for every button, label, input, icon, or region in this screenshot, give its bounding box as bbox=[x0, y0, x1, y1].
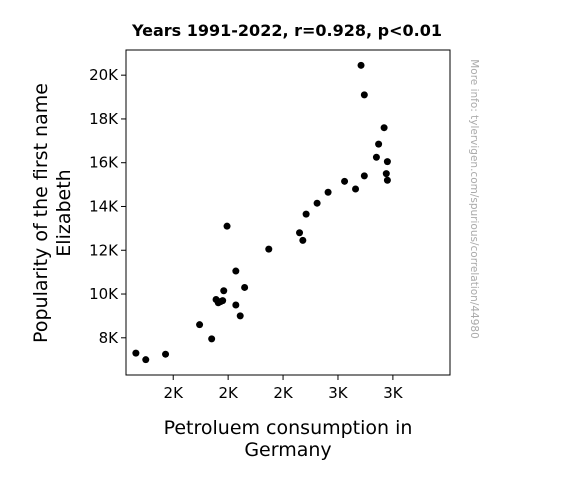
data-point bbox=[360, 172, 368, 180]
data-point bbox=[380, 124, 388, 132]
data-point bbox=[208, 335, 216, 343]
data-point bbox=[223, 222, 231, 230]
data-point bbox=[232, 267, 240, 275]
y-tick-label: 18K bbox=[89, 110, 119, 128]
data-point bbox=[360, 91, 368, 99]
chart-title: Years 1991-2022, r=0.928, p<0.01 bbox=[131, 21, 442, 40]
x-axis-title-line-2: Germany bbox=[244, 439, 331, 461]
x-tick-label: 3K bbox=[383, 384, 404, 402]
data-point bbox=[352, 185, 360, 193]
data-point bbox=[132, 349, 140, 357]
data-point bbox=[382, 170, 390, 178]
x-tick-label: 2K bbox=[164, 384, 185, 402]
y-tick-label: 12K bbox=[89, 241, 119, 259]
data-point bbox=[324, 188, 332, 196]
data-point bbox=[236, 312, 244, 320]
data-point bbox=[265, 245, 273, 253]
plot-area bbox=[125, 49, 451, 376]
data-point bbox=[220, 287, 228, 295]
data-point bbox=[232, 301, 240, 309]
y-tick-label: 10K bbox=[89, 285, 119, 303]
y-axis-title-line-2: Elizabeth bbox=[53, 169, 75, 256]
data-point bbox=[341, 177, 349, 185]
x-axis: 2K 2K 2K 3K 3K bbox=[164, 375, 404, 402]
data-point bbox=[162, 350, 170, 358]
data-points bbox=[132, 61, 391, 364]
y-tick-label: 16K bbox=[89, 154, 119, 172]
data-point bbox=[196, 321, 204, 329]
y-axis-title-line-1: Popularity of the first name bbox=[30, 83, 52, 343]
x-tick-label: 3K bbox=[328, 384, 349, 402]
data-point bbox=[375, 140, 383, 148]
data-point bbox=[383, 176, 391, 184]
y-tick-label: 14K bbox=[89, 197, 119, 215]
y-tick-label: 8K bbox=[99, 329, 120, 347]
y-tick-label: 20K bbox=[89, 66, 119, 84]
x-tick-label: 2K bbox=[218, 384, 239, 402]
data-point bbox=[372, 153, 380, 161]
data-point bbox=[313, 199, 321, 207]
data-point bbox=[357, 61, 365, 69]
watermark-text: More info: tylervigen.com/spurious/corre… bbox=[468, 59, 480, 339]
data-point bbox=[302, 210, 310, 218]
x-axis-title-line-1: Petroluem consumption in bbox=[164, 417, 413, 439]
data-point bbox=[241, 283, 249, 291]
y-axis: 8K 10K 12K 14K 16K 18K 20K bbox=[89, 66, 126, 347]
data-point bbox=[299, 236, 307, 244]
x-tick-label: 2K bbox=[273, 384, 294, 402]
data-point bbox=[219, 297, 227, 305]
data-point bbox=[142, 356, 150, 364]
data-point bbox=[383, 158, 391, 166]
data-point bbox=[296, 229, 304, 237]
